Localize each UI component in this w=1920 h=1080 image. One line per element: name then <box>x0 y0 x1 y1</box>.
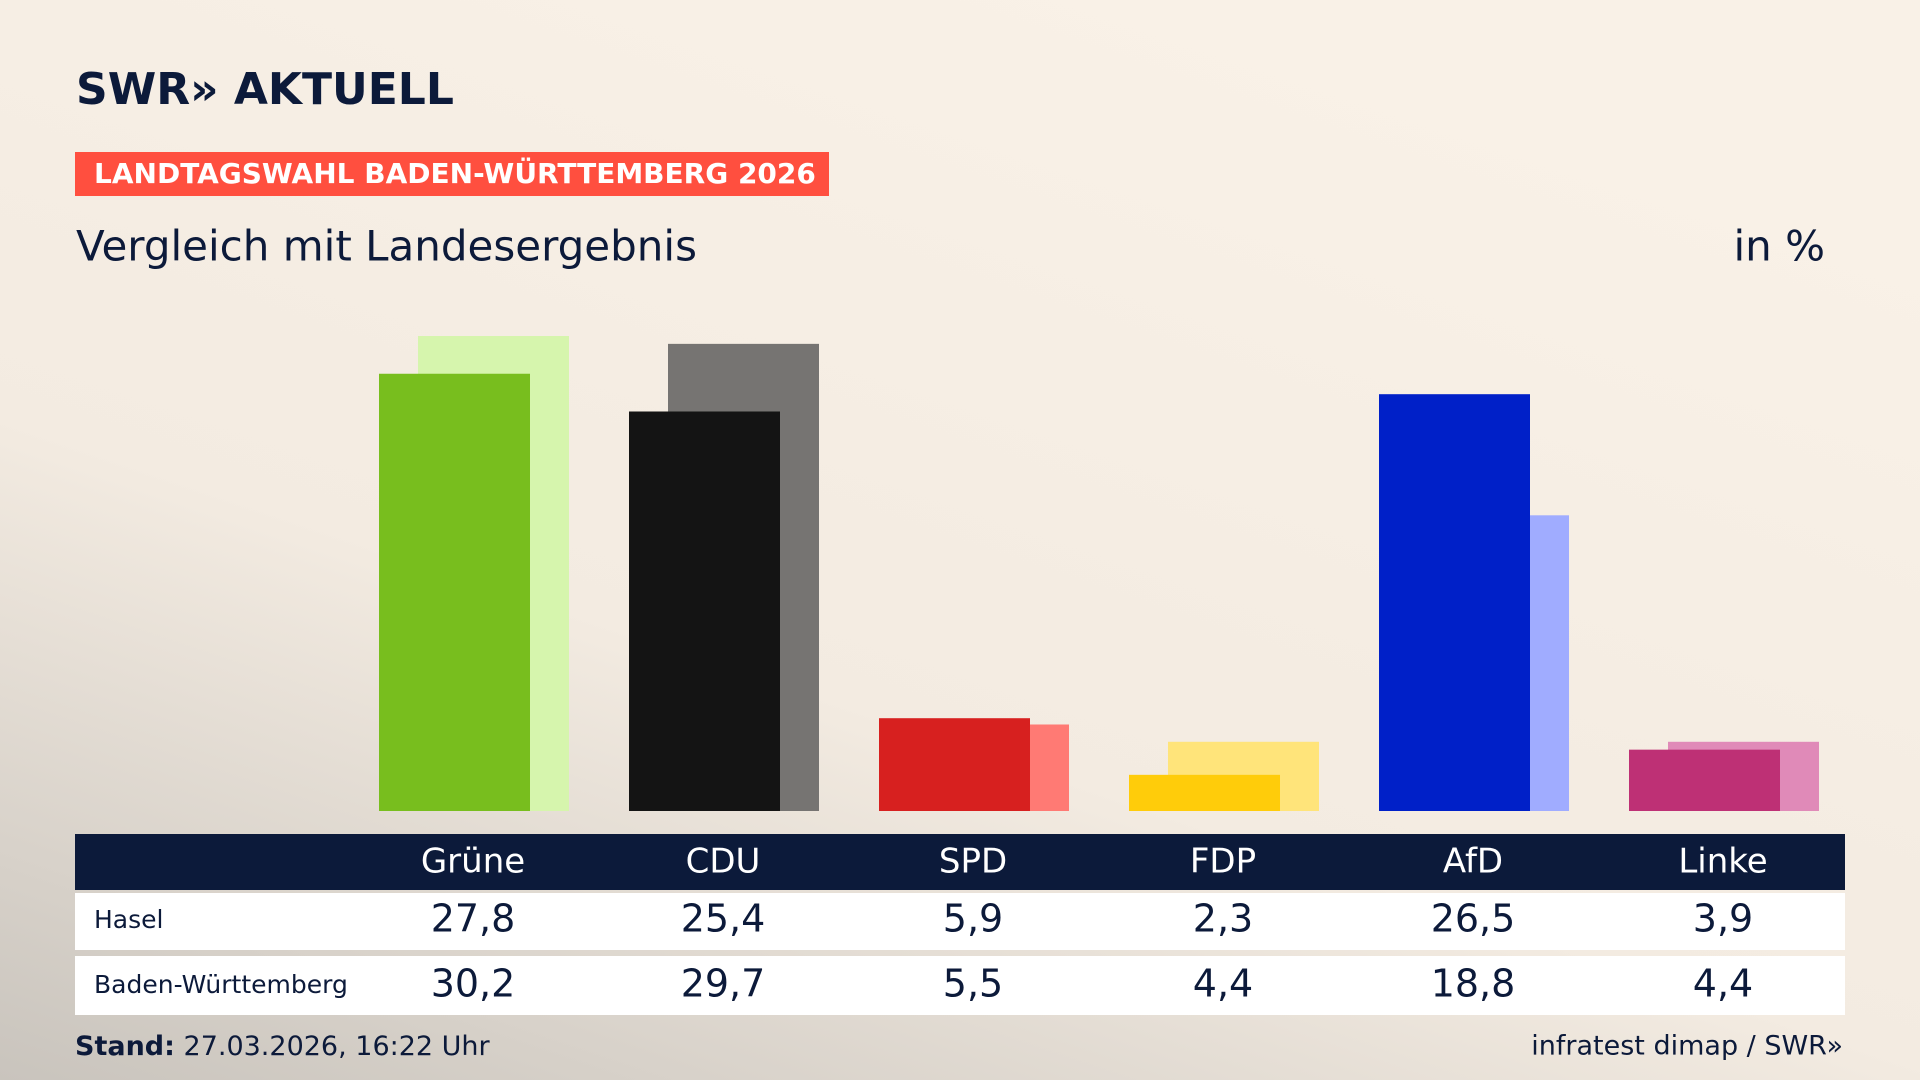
category-label: Grüne <box>421 842 525 882</box>
bar <box>1379 394 1530 811</box>
category-label: CDU <box>686 842 761 882</box>
category-label: AfD <box>1443 842 1503 882</box>
stand-date: 27.03.2026, 16:22 Uhr <box>184 1031 491 1062</box>
value-label: 5,9 <box>943 897 1003 941</box>
value-label: 3,9 <box>1693 897 1753 941</box>
brand-logo: SWR» AKTUELL <box>76 64 454 115</box>
value-label: 30,2 <box>431 962 516 1006</box>
category-label: SPD <box>939 842 1007 882</box>
banner-bg <box>75 152 829 196</box>
bar <box>879 718 1030 811</box>
unit-label: in % <box>1733 222 1825 271</box>
row-label: Hasel <box>94 905 163 934</box>
chart-title: Vergleich mit Landesergebnis <box>76 222 697 271</box>
banner: LANDTAGSWAHL BADEN-WÜRTTEMBERG 2026 <box>94 156 816 190</box>
category-label: FDP <box>1190 842 1256 882</box>
category-label: Linke <box>1678 842 1767 882</box>
footer-source: infratest dimap / SWR» <box>1531 1031 1843 1062</box>
value-label: 25,4 <box>681 897 766 941</box>
bar <box>379 373 530 811</box>
table-row <box>75 956 1845 1015</box>
value-label: 4,4 <box>1193 962 1253 1006</box>
footer-stand: Stand: 27.03.2026, 16:22 Uhr <box>75 1031 491 1062</box>
bar <box>1629 749 1780 811</box>
value-label: 18,8 <box>1431 962 1516 1006</box>
bar <box>1129 774 1280 811</box>
row-label: Baden-Württemberg <box>94 970 348 999</box>
table-header <box>75 834 1845 890</box>
bar <box>629 411 780 811</box>
value-label: 27,8 <box>431 897 516 941</box>
value-label: 5,5 <box>943 962 1003 1006</box>
value-label: 4,4 <box>1693 962 1753 1006</box>
stand-label: Stand: <box>75 1031 175 1062</box>
table-row <box>75 893 1845 950</box>
value-label: 2,3 <box>1193 897 1253 941</box>
value-label: 26,5 <box>1431 897 1516 941</box>
value-label: 29,7 <box>681 962 766 1006</box>
